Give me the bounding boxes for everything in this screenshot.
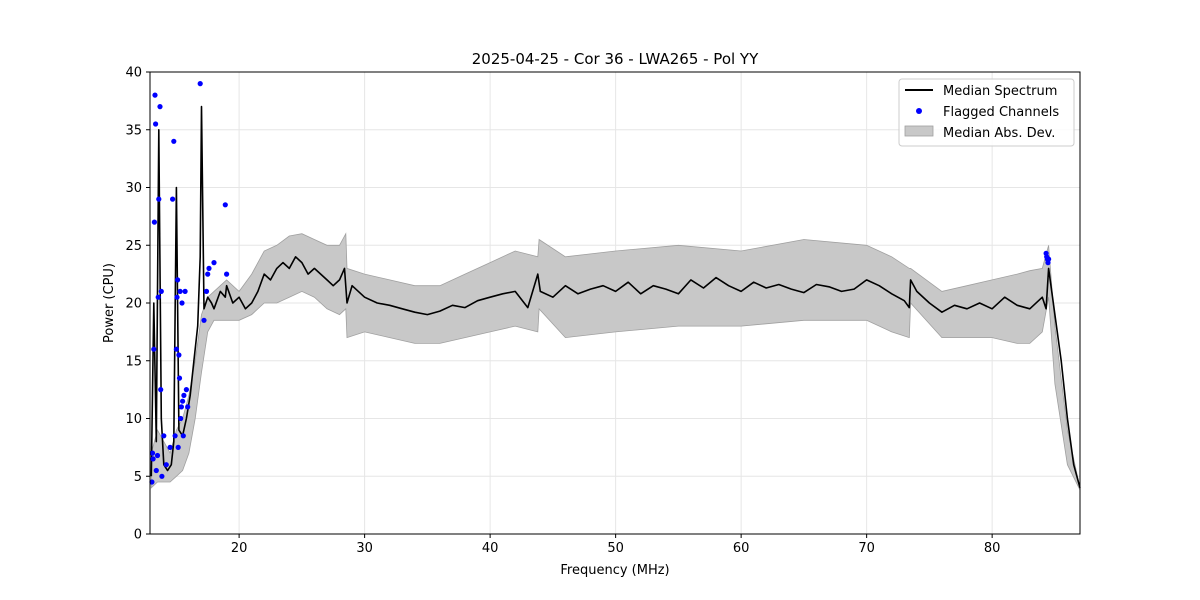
x-tick-label: 80 <box>984 541 1001 556</box>
flagged-point <box>167 444 173 450</box>
flagged-point <box>182 288 188 294</box>
flagged-point <box>173 346 179 352</box>
flagged-point <box>154 452 161 459</box>
flagged-point <box>172 433 178 439</box>
flagged-point <box>161 433 167 439</box>
legend: Median Spectrum Flagged Channels Median … <box>898 78 1075 147</box>
flagged-point <box>149 479 155 485</box>
flagged-point <box>155 294 161 300</box>
flagged-point <box>205 271 211 277</box>
flagged-point <box>170 196 176 202</box>
legend-point-swatch <box>916 108 922 114</box>
flagged-point <box>159 473 165 479</box>
y-tick-label: 5 <box>134 470 142 485</box>
flagged-point <box>178 415 184 422</box>
flagged-point <box>158 288 164 294</box>
legend-box <box>898 78 1075 147</box>
flagged-point <box>151 346 157 352</box>
flagged-point <box>171 138 177 144</box>
flagged-point <box>178 404 184 410</box>
flagged-point <box>180 433 186 439</box>
flagged-point <box>163 462 169 468</box>
median-spectrum-path <box>150 105 1081 489</box>
flagged-point <box>179 300 185 306</box>
flagged-point <box>176 375 183 381</box>
flagged-point <box>149 450 156 456</box>
flagged-point <box>224 271 230 277</box>
flagged-point <box>211 260 217 266</box>
flagged-point <box>1046 256 1052 262</box>
y-tick-label: 10 <box>125 412 142 427</box>
flagged-point <box>183 387 189 393</box>
flagged-point <box>153 467 159 474</box>
median-spectrum-line <box>150 105 1081 489</box>
x-tick-label: 20 <box>231 541 248 556</box>
flagged-point <box>206 265 212 271</box>
y-tick-label: 15 <box>125 354 142 369</box>
x-tick-label: 40 <box>482 541 499 556</box>
flagged-point <box>153 121 159 127</box>
flagged-point <box>150 456 156 462</box>
x-tick-label: 60 <box>733 541 750 556</box>
y-tick-label: 25 <box>125 239 142 254</box>
flagged-point <box>157 104 163 110</box>
flagged-point <box>174 294 180 300</box>
x-axis-label: Frequency (MHz) <box>560 563 669 578</box>
y-tick-label: 20 <box>125 297 142 312</box>
legend-label-flagged-channels: Flagged Channels <box>943 105 1059 120</box>
flagged-point <box>175 277 181 283</box>
y-tick-label: 40 <box>125 66 142 81</box>
x-tick-label: 70 <box>858 541 875 556</box>
flagged-point <box>151 219 157 225</box>
y-axis-label: Power (CPU) <box>102 263 117 343</box>
legend-label-median-spectrum: Median Spectrum <box>943 84 1057 99</box>
y-axis-ticks: 0 5 10 15 20 25 30 35 40 <box>125 66 150 543</box>
flagged-point <box>197 81 203 87</box>
flagged-point <box>158 387 164 393</box>
flagged-point <box>222 202 228 208</box>
flagged-point <box>177 288 183 294</box>
y-tick-label: 0 <box>134 528 142 543</box>
flagged-point <box>175 444 181 450</box>
flagged-point <box>180 398 186 404</box>
chart-title: 2025-04-25 - Cor 36 - LWA265 - Pol YY <box>472 50 759 68</box>
legend-band-swatch <box>904 125 934 137</box>
x-tick-label: 30 <box>356 541 373 556</box>
flagged-point <box>181 392 187 398</box>
flagged-point <box>152 92 158 98</box>
flagged-point <box>201 317 207 323</box>
flagged-point <box>203 288 210 294</box>
x-axis-ticks: 20 30 40 50 60 70 80 <box>231 534 1001 556</box>
flagged-channel-points <box>149 81 1052 485</box>
legend-label-median-abs-dev: Median Abs. Dev. <box>943 126 1055 141</box>
y-tick-label: 30 <box>125 181 142 196</box>
y-tick-label: 35 <box>125 123 142 138</box>
flagged-point <box>185 404 191 410</box>
flagged-point <box>156 196 162 202</box>
flagged-point <box>176 352 182 358</box>
x-tick-label: 50 <box>607 541 624 556</box>
